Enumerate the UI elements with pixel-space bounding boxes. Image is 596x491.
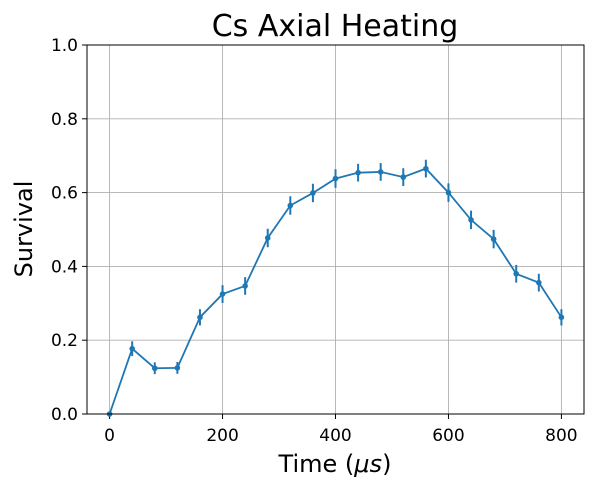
- data-point: [423, 165, 429, 172]
- data-point: [287, 202, 294, 209]
- data-point: [355, 169, 361, 176]
- data-point: [400, 174, 407, 180]
- data-point: [377, 169, 384, 175]
- x-tick-label: 200: [206, 426, 238, 446]
- ticks-layer: 0 200 400 600 800 0.0 0.2 0.4 0.6 0.8 1.0: [51, 36, 578, 446]
- data-point: [129, 345, 135, 352]
- data-point: [558, 314, 565, 321]
- chart-title: Cs Axial Heating: [212, 9, 459, 44]
- data-point: [513, 270, 520, 277]
- data-point: [219, 291, 226, 297]
- x-axis-title: Time (μs): [278, 450, 392, 478]
- y-tick-label: 0.6: [51, 184, 78, 204]
- x-tick-label: 800: [545, 426, 577, 446]
- y-tick-label: 0.8: [51, 110, 78, 130]
- data-point: [310, 190, 316, 196]
- y-tick-label: 1.0: [51, 36, 78, 56]
- x-axis-title-text: Time (: [278, 450, 355, 478]
- data-point: [197, 314, 203, 321]
- grid-layer: [87, 44, 584, 415]
- data-point: [536, 279, 542, 286]
- data-point: [490, 236, 497, 242]
- y-tick-label: 0.4: [51, 257, 78, 277]
- y-tick-label: 0.2: [51, 331, 78, 351]
- data-point: [264, 235, 271, 241]
- x-tick-label: 400: [319, 426, 351, 446]
- data-layer: [106, 159, 565, 417]
- x-axis-title-close: ): [382, 450, 391, 478]
- x-axis-title-symbol: μs: [353, 450, 382, 478]
- data-point: [445, 189, 452, 196]
- data-point: [332, 175, 339, 182]
- data-point: [242, 283, 248, 289]
- data-point: [174, 365, 181, 371]
- data-point: [468, 217, 474, 223]
- plot-frame: [86, 44, 585, 415]
- x-tick-label: 0: [104, 426, 115, 446]
- y-tick-label: 0.0: [51, 405, 78, 425]
- x-tick-label: 600: [432, 426, 464, 446]
- y-axis-title: Survival: [10, 181, 38, 278]
- data-point: [151, 365, 158, 372]
